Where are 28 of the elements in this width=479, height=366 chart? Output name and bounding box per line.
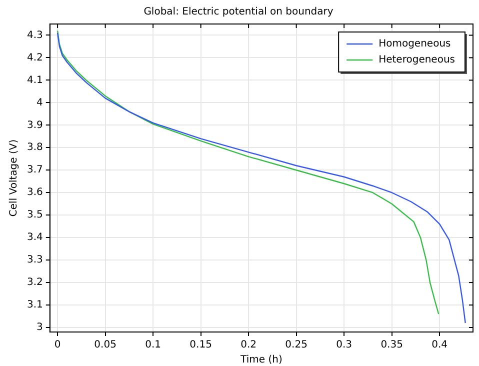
chart-title: Global: Electric potential on boundary: [144, 6, 334, 18]
x-tick-label: 0.1: [145, 340, 162, 351]
y-tick-label: 4.2: [26, 52, 43, 64]
y-axis-title: Cell Voltage (V): [8, 139, 20, 217]
legend-label: Homogeneous: [378, 38, 451, 50]
x-tick-label: 0.3: [336, 340, 352, 351]
x-tick-label: 0.35: [380, 340, 403, 351]
y-tick-label: 3.4: [26, 232, 43, 244]
x-tick-label: 0.2: [240, 340, 257, 351]
x-tick-label: 0.05: [94, 340, 116, 351]
x-tick-label: 0.4: [432, 340, 448, 351]
x-tick-label: 0: [54, 340, 61, 351]
x-tick-label: 0.15: [190, 340, 212, 351]
y-tick-label: 3.3: [26, 254, 43, 266]
y-tick-label: 3: [36, 322, 43, 334]
y-tick-label: 3.7: [26, 164, 43, 176]
y-tick-label: 3.6: [26, 187, 43, 198]
y-tick-label: 3.5: [26, 210, 43, 221]
y-tick-label: 4.1: [26, 74, 43, 86]
x-tick-label: 0.25: [285, 340, 308, 351]
y-tick-label: 4: [36, 97, 43, 108]
y-tick-label: 4.3: [26, 30, 43, 41]
y-tick-label: 3.8: [26, 142, 43, 154]
y-tick-label: 3.1: [26, 300, 43, 311]
y-tick-label: 3.2: [26, 277, 43, 288]
y-tick-label: 3.9: [26, 120, 43, 131]
x-axis-title: Time (h): [240, 354, 282, 366]
legend-label: Heterogeneous: [378, 54, 456, 66]
